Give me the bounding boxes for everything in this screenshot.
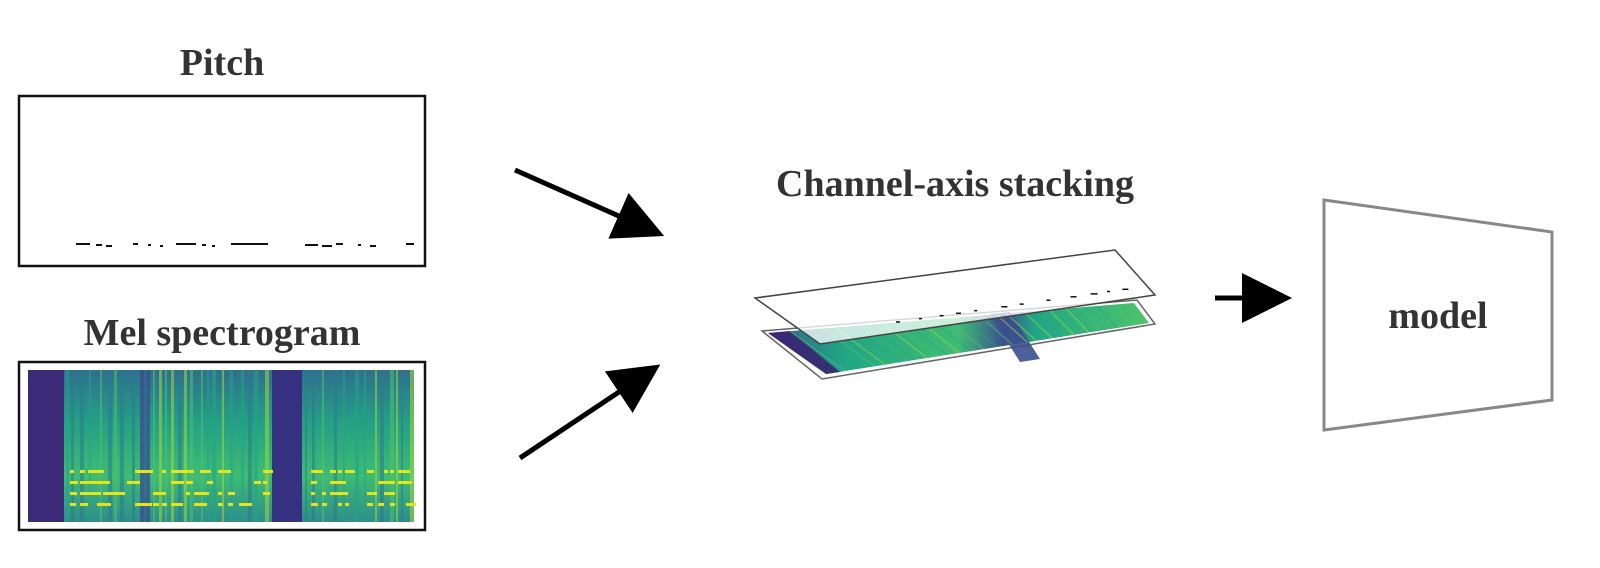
pitch-title: Pitch (180, 42, 264, 84)
pitch-arrow (513, 167, 665, 239)
pitch-contour (76, 243, 414, 247)
pitch-layer-marks (896, 288, 1129, 323)
stacking-title: Channel-axis stacking (776, 163, 1134, 205)
pitch-layer (753, 249, 1157, 345)
mel-spectrogram-panel (17, 360, 427, 532)
stacked-layers (753, 249, 1157, 380)
model-block: model (1322, 198, 1554, 432)
trapezoid-icon (1322, 198, 1554, 432)
mel-spectrogram-image (28, 370, 416, 522)
model-label: model (1388, 295, 1487, 337)
mel-title: Mel spectrogram (84, 312, 361, 354)
pitch-panel (17, 94, 427, 268)
mel-arrow (518, 364, 661, 461)
